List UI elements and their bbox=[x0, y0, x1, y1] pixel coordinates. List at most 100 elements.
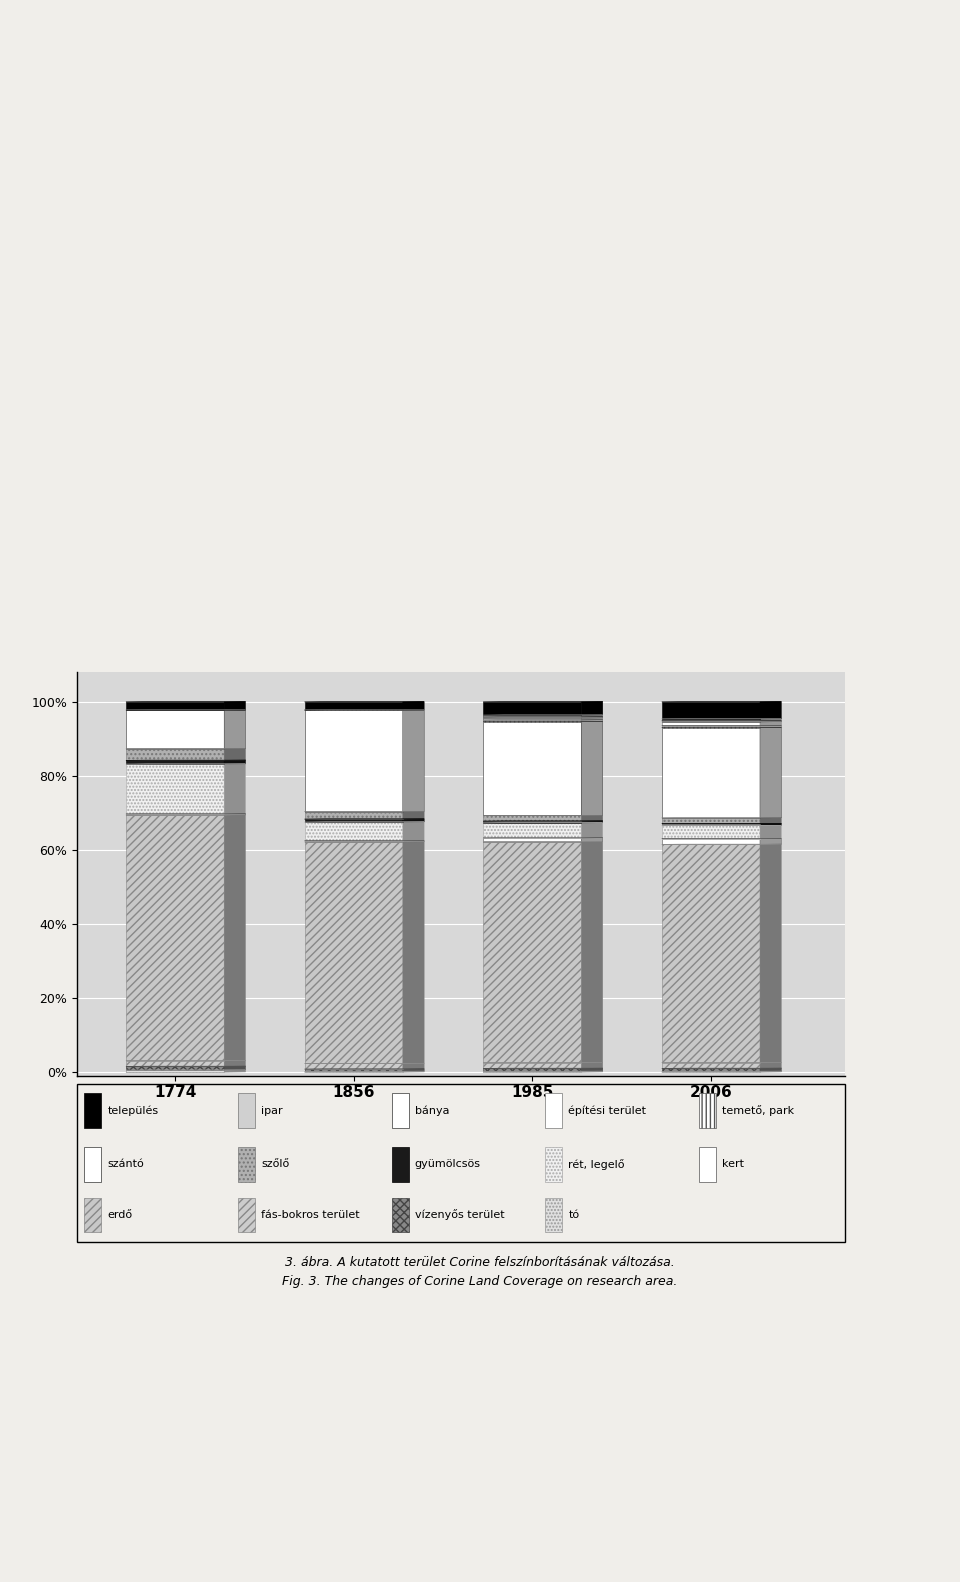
Bar bbox=[483, 823, 582, 838]
Polygon shape bbox=[760, 1068, 781, 1071]
Polygon shape bbox=[403, 819, 424, 823]
Bar bbox=[238, 1198, 255, 1232]
Bar bbox=[392, 1198, 409, 1232]
Polygon shape bbox=[760, 702, 781, 718]
Polygon shape bbox=[760, 726, 781, 728]
Bar bbox=[304, 1063, 403, 1069]
Bar bbox=[126, 710, 224, 748]
Polygon shape bbox=[582, 815, 603, 821]
Bar bbox=[126, 748, 224, 761]
Bar bbox=[699, 1147, 716, 1182]
Bar bbox=[84, 1147, 102, 1182]
Polygon shape bbox=[582, 842, 603, 1063]
Polygon shape bbox=[760, 818, 781, 824]
Bar bbox=[483, 842, 582, 1063]
Text: szőlő: szőlő bbox=[261, 1160, 289, 1169]
Bar bbox=[483, 1063, 582, 1068]
Bar bbox=[483, 721, 582, 815]
Polygon shape bbox=[582, 823, 603, 838]
Bar bbox=[661, 818, 760, 824]
Text: építési terület: építési terület bbox=[568, 1106, 646, 1115]
Bar bbox=[483, 720, 582, 721]
Polygon shape bbox=[224, 815, 246, 1060]
Polygon shape bbox=[760, 826, 781, 838]
Polygon shape bbox=[224, 764, 246, 815]
Bar bbox=[126, 1060, 224, 1066]
Polygon shape bbox=[582, 721, 603, 815]
Polygon shape bbox=[760, 838, 781, 845]
Polygon shape bbox=[582, 718, 603, 720]
Bar bbox=[238, 1093, 255, 1128]
Polygon shape bbox=[224, 702, 246, 710]
Bar bbox=[483, 702, 582, 715]
Polygon shape bbox=[403, 823, 424, 842]
Bar bbox=[661, 1063, 760, 1068]
Bar bbox=[483, 838, 582, 842]
Bar bbox=[304, 819, 403, 823]
Polygon shape bbox=[582, 702, 603, 715]
Bar bbox=[126, 702, 224, 710]
Bar bbox=[661, 824, 760, 826]
Polygon shape bbox=[760, 845, 781, 1063]
Bar bbox=[661, 845, 760, 1063]
Text: kert: kert bbox=[722, 1160, 744, 1169]
Polygon shape bbox=[224, 1060, 246, 1066]
Polygon shape bbox=[224, 748, 246, 761]
Bar bbox=[483, 821, 582, 823]
Polygon shape bbox=[760, 728, 781, 818]
Bar bbox=[392, 1093, 409, 1128]
Text: vízenyős terület: vízenyős terület bbox=[415, 1210, 504, 1220]
Polygon shape bbox=[403, 1063, 424, 1069]
Bar bbox=[545, 1198, 563, 1232]
Text: 3. ábra. A kutatott terület Corine felszínborításának változása.: 3. ábra. A kutatott terület Corine felsz… bbox=[285, 1256, 675, 1269]
Bar bbox=[392, 1147, 409, 1182]
Polygon shape bbox=[760, 718, 781, 721]
Bar bbox=[126, 815, 224, 1060]
Bar bbox=[304, 812, 403, 819]
Bar bbox=[126, 1066, 224, 1069]
Polygon shape bbox=[760, 1063, 781, 1068]
Bar bbox=[126, 1069, 224, 1073]
Bar bbox=[661, 721, 760, 726]
Bar bbox=[304, 823, 403, 842]
Bar bbox=[483, 1068, 582, 1071]
Bar bbox=[661, 826, 760, 838]
Polygon shape bbox=[403, 702, 424, 709]
Bar bbox=[661, 838, 760, 845]
Bar bbox=[304, 1069, 403, 1071]
Bar bbox=[545, 1147, 563, 1182]
Text: gyümölcsös: gyümölcsös bbox=[415, 1160, 481, 1169]
Polygon shape bbox=[582, 720, 603, 721]
Bar bbox=[238, 1147, 255, 1182]
Text: ipar: ipar bbox=[261, 1106, 283, 1115]
Bar bbox=[661, 728, 760, 818]
Polygon shape bbox=[582, 838, 603, 842]
Bar bbox=[304, 710, 403, 812]
Bar bbox=[661, 726, 760, 728]
Polygon shape bbox=[224, 1069, 246, 1073]
Polygon shape bbox=[582, 715, 603, 717]
Text: erdő: erdő bbox=[108, 1210, 132, 1220]
Bar bbox=[304, 702, 403, 709]
Text: település: település bbox=[108, 1106, 158, 1115]
Bar bbox=[483, 815, 582, 821]
Polygon shape bbox=[403, 1069, 424, 1071]
Polygon shape bbox=[224, 1066, 246, 1069]
Polygon shape bbox=[582, 821, 603, 823]
Bar bbox=[126, 764, 224, 815]
Text: fás-bokros terület: fás-bokros terület bbox=[261, 1210, 360, 1220]
Bar bbox=[483, 718, 582, 720]
Bar bbox=[699, 1093, 716, 1128]
Bar bbox=[661, 1068, 760, 1071]
Text: Fig. 3. The changes of Corine Land Coverage on research area.: Fig. 3. The changes of Corine Land Cover… bbox=[282, 1275, 678, 1288]
Bar bbox=[304, 842, 403, 1063]
Bar bbox=[661, 718, 760, 721]
Text: rét, legelő: rét, legelő bbox=[568, 1160, 625, 1169]
Text: temető, park: temető, park bbox=[722, 1106, 794, 1115]
Polygon shape bbox=[582, 1068, 603, 1071]
Bar bbox=[483, 715, 582, 717]
Text: tó: tó bbox=[568, 1210, 580, 1220]
Polygon shape bbox=[403, 812, 424, 819]
Polygon shape bbox=[760, 823, 781, 826]
Polygon shape bbox=[224, 759, 246, 764]
